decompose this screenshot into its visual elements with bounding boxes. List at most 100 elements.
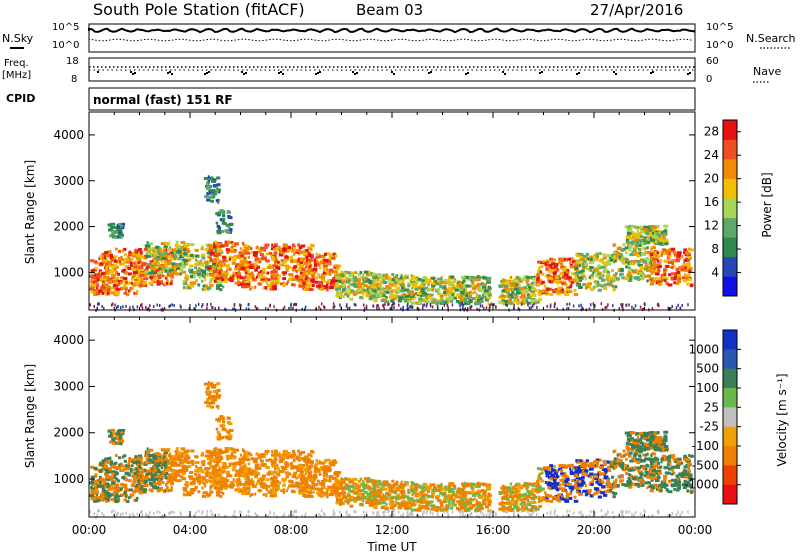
power-echo	[606, 253, 610, 257]
power-echo	[465, 284, 470, 288]
noise-panel: N.Sky 10^5 10^0 10^5 10^0 N.Search	[2, 22, 796, 53]
power-echo	[121, 249, 125, 253]
power-echo	[142, 281, 148, 285]
velocity-echo	[145, 457, 150, 461]
power-echo	[204, 266, 209, 270]
power-echo	[90, 282, 93, 286]
power-echo	[130, 253, 134, 257]
power-echo	[652, 264, 656, 268]
power-echo	[297, 268, 303, 272]
velocity-echo	[220, 470, 223, 474]
power-echo	[161, 267, 164, 271]
power-echo	[154, 250, 158, 254]
velocity-echo	[92, 490, 97, 494]
velocity-echo	[256, 472, 261, 476]
velocity-echo	[137, 465, 142, 469]
power-ground-echo	[546, 304, 549, 308]
power-echo	[668, 261, 672, 265]
velocity-echo	[122, 485, 128, 489]
power-echo	[564, 265, 567, 269]
power-echo	[146, 262, 152, 266]
velocity-echo	[243, 490, 247, 494]
power-echo	[339, 276, 344, 280]
velocity-echo	[200, 469, 205, 473]
power-ground-echo	[239, 303, 241, 307]
power-ground-echo	[461, 302, 464, 306]
velocity-echo	[164, 476, 168, 480]
power-echo	[215, 199, 220, 203]
power-echo	[474, 302, 478, 306]
velocity-echo	[202, 491, 206, 495]
power-echo	[658, 242, 663, 246]
power-echo	[261, 271, 266, 275]
nave-dot	[578, 72, 580, 74]
power-echo	[325, 252, 331, 256]
power-echo	[98, 269, 102, 273]
power-echo	[635, 251, 640, 255]
velocity-echo	[90, 487, 96, 491]
power-echo	[267, 283, 272, 287]
power-echo	[447, 278, 451, 282]
power-echo	[228, 257, 232, 261]
power-echo	[201, 271, 206, 275]
power-echo	[307, 246, 310, 250]
power-echo	[450, 290, 454, 294]
power-echo	[547, 279, 550, 283]
velocity-echo	[89, 494, 95, 498]
velocity-echo	[101, 490, 105, 494]
power-echo	[143, 273, 147, 277]
power-echo	[197, 263, 200, 267]
power-echo	[498, 300, 502, 304]
power-echo	[303, 288, 307, 292]
velocity-echo	[96, 499, 101, 503]
power-echo	[672, 251, 678, 255]
velocity-echo	[189, 471, 194, 475]
velocity-echo	[274, 483, 278, 487]
power-ground-echo	[139, 304, 142, 308]
velocity-echo	[114, 488, 118, 492]
power-echo	[639, 248, 642, 252]
power-echo	[166, 262, 171, 266]
nave-dot	[393, 73, 395, 75]
power-echo	[309, 247, 313, 251]
power-echo	[639, 235, 644, 239]
power-echo	[354, 271, 358, 275]
velocity-echo	[90, 478, 95, 482]
power-echo	[221, 218, 226, 222]
power-echo	[414, 279, 418, 283]
power-echo	[634, 276, 640, 280]
power-echo	[463, 288, 467, 292]
power-echo	[384, 290, 388, 294]
power-echo	[202, 275, 206, 279]
power-echo	[482, 276, 488, 280]
nave-dot	[356, 72, 358, 74]
velocity-echo	[185, 468, 189, 472]
velocity-echo	[156, 470, 161, 474]
power-echo	[156, 262, 160, 266]
power-echo	[211, 251, 215, 255]
power-echo	[616, 251, 621, 255]
power-echo	[302, 281, 306, 285]
power-ground-echo	[323, 306, 326, 310]
velocity-echo	[119, 469, 122, 473]
power-ground-echo	[245, 307, 248, 311]
power-echo	[212, 262, 217, 266]
colorbar-tick-label: 24	[704, 148, 719, 162]
velocity-echo	[130, 459, 134, 463]
power-echo	[571, 272, 575, 276]
power-echo	[645, 261, 648, 265]
power-echo	[243, 260, 248, 264]
power-echo	[206, 186, 211, 190]
power-echo	[209, 283, 214, 287]
power-ground-echo	[431, 305, 434, 309]
power-echo	[94, 279, 97, 283]
power-echo	[177, 248, 181, 252]
ytick-label: 1000	[53, 265, 84, 279]
velocity-echo	[257, 478, 261, 482]
power-echo	[113, 255, 118, 259]
power-ground-echo	[429, 304, 432, 308]
power-echo	[177, 249, 182, 253]
power-echo	[643, 225, 647, 229]
velocity-echo	[161, 473, 164, 477]
power-echo	[130, 277, 136, 281]
